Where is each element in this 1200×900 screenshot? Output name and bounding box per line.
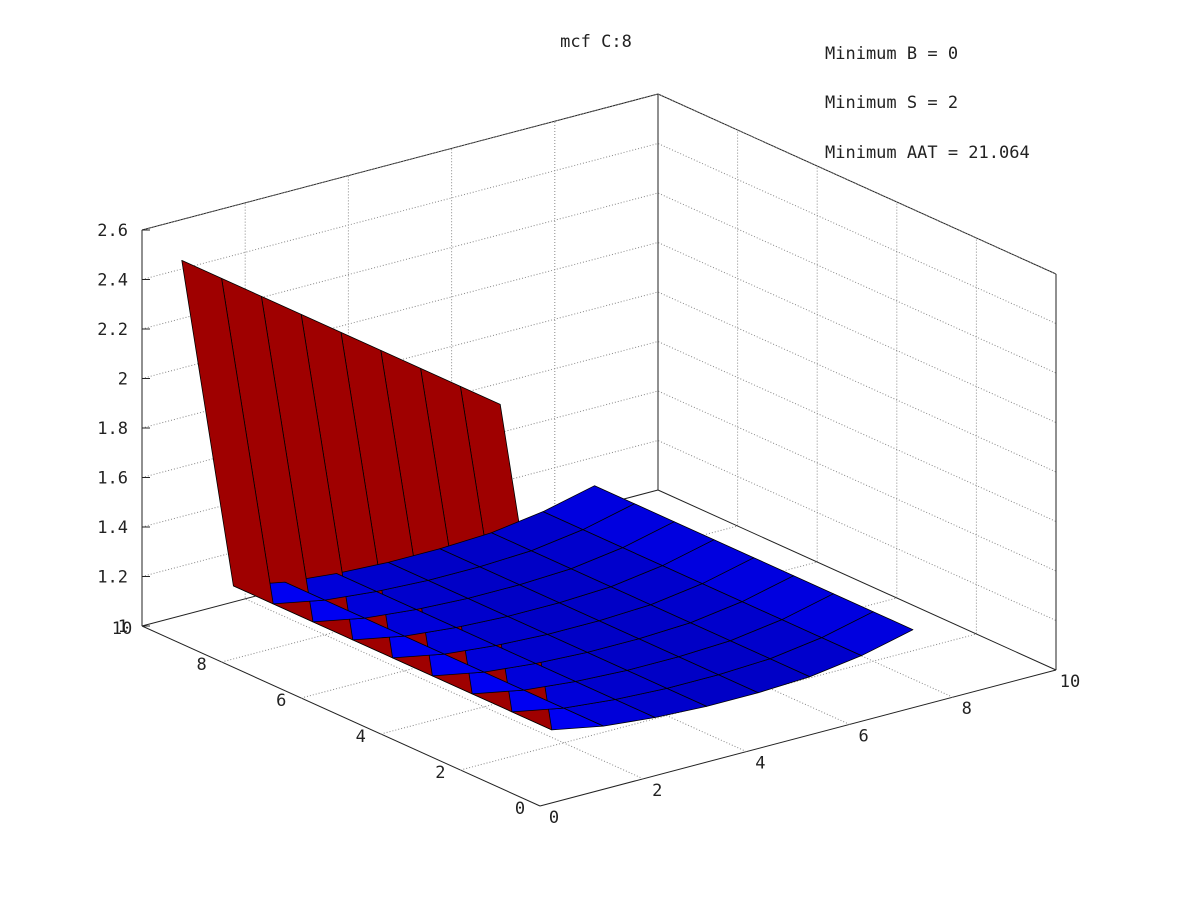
chart-title: mcf C:8	[560, 32, 632, 52]
axis-edge	[539, 669, 1057, 807]
z-gridline	[141, 142, 1057, 324]
y-tick-label: 2	[435, 763, 445, 783]
x-tick-label: 2	[652, 781, 662, 801]
x-tick-label: 0	[549, 808, 559, 828]
y-tick-label: 10	[112, 619, 132, 639]
z-gridline	[141, 93, 1057, 275]
z-tick-label: 1.6	[97, 469, 128, 489]
y-tick-label: 4	[356, 727, 366, 747]
annotation-min-b: Minimum B = 0	[825, 44, 959, 64]
z-tick-label: 1.8	[97, 419, 128, 439]
axis-edge	[657, 93, 1057, 275]
tick-labels: 1 1.2 1.4 1.6 1.8 2 2.2 2.4 2.6 0 2 4 6 8 10 0 2 4 6 8 10	[97, 221, 1080, 828]
surface-face	[181, 259, 274, 605]
x-tick-label: 4	[755, 754, 765, 774]
y-gridline	[460, 238, 977, 771]
annotation-min-aat: Minimum AAT = 21.064	[825, 143, 1030, 163]
x-tick-label: 10	[1060, 672, 1080, 692]
z-tick-label: 1.4	[97, 518, 128, 538]
x-tick-label: 6	[858, 726, 868, 746]
z-gridline	[141, 192, 1057, 374]
axis-edge	[141, 625, 541, 807]
z-tick-label: 2.6	[97, 221, 128, 241]
z-tick-label: 2	[118, 370, 128, 390]
axis-edge	[657, 489, 1057, 671]
z-tick-label: 2.4	[97, 271, 128, 291]
annotation-min-s: Minimum S = 2	[825, 93, 959, 113]
x-tick-label: 8	[962, 699, 972, 719]
z-tick-label: 2.2	[97, 320, 128, 340]
y-tick-label: 0	[515, 799, 525, 819]
z-tick-label: 1.2	[97, 568, 128, 588]
z-tick-label: 1	[118, 617, 128, 637]
surface-mesh	[181, 259, 914, 731]
y-tick-label: 8	[196, 655, 206, 675]
y-tick-label: 6	[276, 691, 286, 711]
